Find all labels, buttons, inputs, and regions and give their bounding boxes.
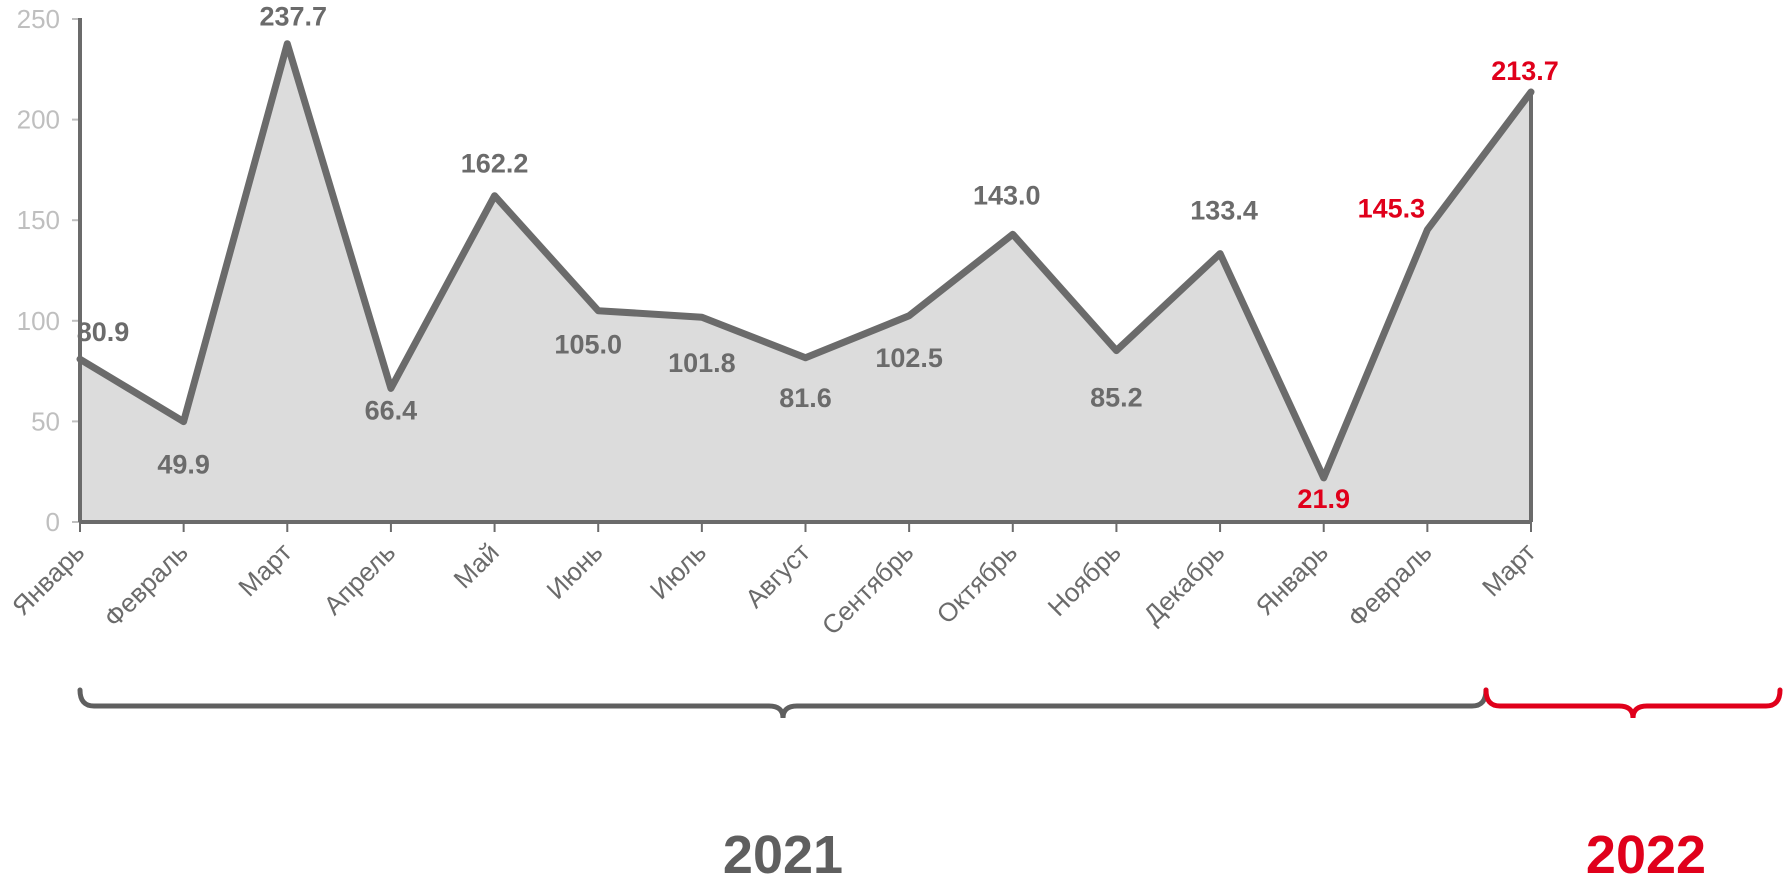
data-labels: 80.9 49.9 237.7 66.4 162.2 105.0 101.8 81.6 102.… xyxy=(77,2,1559,514)
data-label: 162.2 xyxy=(461,149,529,179)
y-tick-label: 0 xyxy=(46,507,60,537)
data-label: 213.7 xyxy=(1491,56,1559,86)
data-label: 49.9 xyxy=(157,450,210,480)
data-label: 80.9 xyxy=(77,317,130,347)
x-tick-label: Июль xyxy=(644,537,712,605)
x-tick-label: Май xyxy=(448,537,505,594)
year-brace-2022 xyxy=(1483,687,1783,719)
year-brace-2021 xyxy=(77,687,1489,719)
x-tick-label: Октябрь xyxy=(931,537,1023,629)
x-tick-label: Февраль xyxy=(98,537,194,633)
y-tick-label: 50 xyxy=(31,406,60,436)
data-label: 81.6 xyxy=(779,383,832,413)
data-label: 85.2 xyxy=(1090,383,1143,413)
y-axis-ticks: 0 50 100 150 200 250 xyxy=(17,4,80,537)
data-label: 237.7 xyxy=(259,2,327,32)
x-tick-label: Ноябрь xyxy=(1042,537,1127,622)
y-tick-label: 100 xyxy=(17,306,60,336)
x-tick-label: Апрель xyxy=(318,537,402,621)
data-label: 101.8 xyxy=(668,348,736,378)
area-fill xyxy=(80,43,1531,522)
x-tick-label: Январь xyxy=(1250,537,1334,621)
year-braces: 2021 2022 xyxy=(77,92,1783,885)
series-line xyxy=(76,40,1535,482)
x-tick-label: Январь xyxy=(6,537,90,621)
data-label: 105.0 xyxy=(554,330,622,360)
y-tick-label: 150 xyxy=(17,205,60,235)
data-label: 145.3 xyxy=(1358,194,1426,224)
data-label: 21.9 xyxy=(1297,484,1350,514)
x-tick-label: Декабрь xyxy=(1137,537,1230,630)
x-tick-label: Март xyxy=(232,537,297,602)
x-axis-ticks: Январь Февраль Март Апрель Май Июнь Июль Август… xyxy=(6,522,1541,641)
data-label: 143.0 xyxy=(973,180,1041,210)
y-tick-label: 250 xyxy=(17,4,60,34)
x-tick-label: Август xyxy=(739,537,816,614)
x-tick-label: Сентябрь xyxy=(816,537,920,641)
x-tick-label: Март xyxy=(1476,537,1541,602)
data-label: 66.4 xyxy=(365,395,418,425)
x-tick-label: Июнь xyxy=(541,537,609,605)
data-label: 133.4 xyxy=(1190,196,1258,226)
data-label: 102.5 xyxy=(875,343,943,373)
year-label-2021: 2021 xyxy=(723,825,843,885)
x-tick-label: Февраль xyxy=(1342,537,1438,633)
year-label-2022: 2022 xyxy=(1586,825,1706,885)
y-tick-label: 200 xyxy=(17,105,60,135)
